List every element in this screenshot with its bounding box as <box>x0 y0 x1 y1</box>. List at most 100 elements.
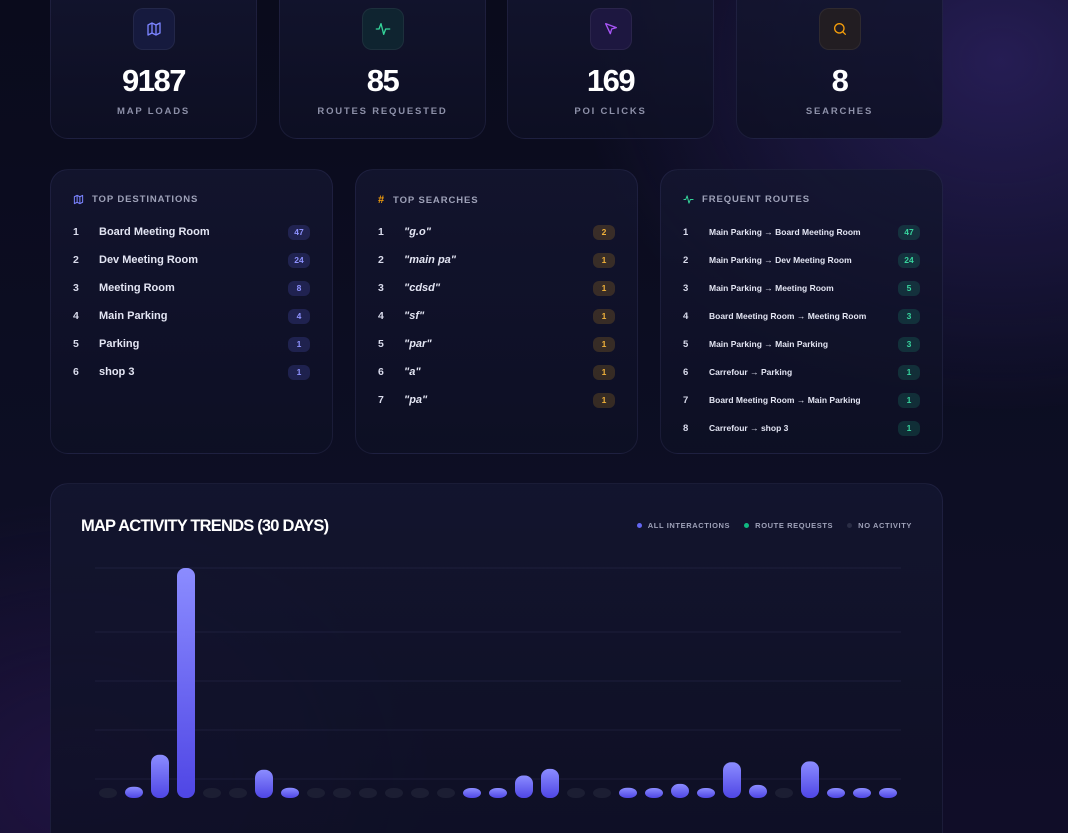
legend-item[interactable]: ALL INTERACTIONS <box>636 521 730 530</box>
search-term: "pa" <box>404 394 428 406</box>
legend-item[interactable]: ROUTE REQUESTS <box>744 521 833 530</box>
list-item[interactable]: 7 "pa" 1 <box>378 386 615 414</box>
stat-card-poi-clicks: 169 POI CLICKS <box>507 0 714 139</box>
list-item[interactable]: 7 Board Meeting Room → Main Parking 1 <box>683 386 920 414</box>
list-item[interactable]: 5 Parking 1 <box>73 330 310 358</box>
stat-label: SEARCHES <box>805 106 874 117</box>
list-item[interactable]: 2 Dev Meeting Room 24 <box>73 246 310 274</box>
list-item[interactable]: 1 Board Meeting Room 47 <box>73 218 310 246</box>
rank: 4 <box>73 310 79 322</box>
no-activity-bar[interactable] <box>437 788 455 798</box>
stat-label: MAP LOADS <box>116 106 191 117</box>
list-item[interactable]: 4 Board Meeting Room → Meeting Room 3 <box>683 302 920 330</box>
no-activity-bar[interactable] <box>229 788 247 798</box>
activity-icon <box>375 23 390 35</box>
frequent-routes-header: FREQUENT ROUTES <box>683 194 810 205</box>
list-item[interactable]: 3 "cdsd" 1 <box>378 274 615 302</box>
count-badge: 1 <box>593 336 615 352</box>
legend-item[interactable]: NO ACTIVITY <box>847 521 912 530</box>
stat-card-routes-requested: 85 ROUTES REQUESTED <box>279 0 486 139</box>
activity-bar[interactable] <box>541 768 559 798</box>
list-item[interactable]: 6 Carrefour → Parking 1 <box>683 358 920 386</box>
stat-label: POI CLICKS <box>574 106 647 117</box>
route-name: Main Parking → Meeting Room <box>709 283 834 293</box>
top-searches-list: 1 "g.o" 2 2 "main pa" 1 3 "cdsd" 1 4 "sf" 1 5 "pa… <box>378 218 615 414</box>
no-activity-bar[interactable] <box>333 788 351 798</box>
count-badge: 1 <box>288 364 310 380</box>
activity-bar[interactable] <box>255 769 273 798</box>
activity-bar[interactable] <box>697 788 715 798</box>
no-activity-bar[interactable] <box>385 788 403 798</box>
activity-bar[interactable] <box>645 788 663 798</box>
list-item[interactable]: 5 Main Parking → Main Parking 3 <box>683 330 920 358</box>
list-item[interactable]: 6 "a" 1 <box>378 358 615 386</box>
legend-dot <box>847 523 853 528</box>
activity-bar[interactable] <box>671 783 689 798</box>
destination-name: shop 3 <box>99 366 135 378</box>
no-activity-bar[interactable] <box>775 788 793 798</box>
count-badge: 1 <box>593 364 615 380</box>
activity-bar[interactable] <box>177 568 195 798</box>
rank: 3 <box>73 282 79 294</box>
count-badge: 5 <box>898 280 920 296</box>
list-item[interactable]: 3 Meeting Room 8 <box>73 274 310 302</box>
list-item[interactable]: 4 Main Parking 4 <box>73 302 310 330</box>
activity-bar[interactable] <box>723 762 741 798</box>
search-icon-box <box>818 8 861 50</box>
top-searches-title: TOP SEARCHES <box>393 194 479 206</box>
count-badge: 1 <box>593 392 615 408</box>
activity-bar[interactable] <box>515 775 533 799</box>
no-activity-bar[interactable] <box>593 788 611 798</box>
activity-bar[interactable] <box>853 788 871 798</box>
list-item[interactable]: 6 shop 3 1 <box>73 358 310 386</box>
list-item[interactable]: 1 Main Parking → Board Meeting Room 47 <box>683 218 920 246</box>
cursor-icon-box <box>589 8 632 50</box>
no-activity-bar[interactable] <box>307 788 325 798</box>
no-activity-bar[interactable] <box>99 788 117 798</box>
rank: 7 <box>683 394 689 406</box>
activity-bar[interactable] <box>827 788 845 798</box>
no-activity-bar[interactable] <box>203 788 221 798</box>
count-badge: 1 <box>593 252 615 268</box>
list-item[interactable]: 5 "par" 1 <box>378 330 615 358</box>
search-term: "a" <box>404 366 421 378</box>
activity-bar[interactable] <box>749 784 767 798</box>
list-item[interactable]: 2 "main pa" 1 <box>378 246 615 274</box>
list-item[interactable]: 8 Carrefour → shop 3 1 <box>683 414 920 442</box>
activity-bar[interactable] <box>879 788 897 798</box>
stat-value: 169 <box>586 63 636 98</box>
count-badge: 2 <box>593 224 615 240</box>
count-badge: 1 <box>898 420 920 436</box>
activity-bar[interactable] <box>489 788 507 798</box>
count-badge: 3 <box>898 336 920 352</box>
rank: 4 <box>378 310 384 322</box>
rank: 6 <box>73 366 79 378</box>
no-activity-bar[interactable] <box>359 788 377 798</box>
cursor-icon <box>604 23 617 35</box>
route-name: Carrefour → shop 3 <box>709 423 789 433</box>
rank: 5 <box>73 338 79 350</box>
list-item[interactable]: 3 Main Parking → Meeting Room 5 <box>683 274 920 302</box>
list-item[interactable]: 2 Main Parking → Dev Meeting Room 24 <box>683 246 920 274</box>
count-badge: 47 <box>288 224 310 240</box>
no-activity-bar[interactable] <box>567 788 585 798</box>
frequent-routes-card: FREQUENT ROUTES 1 Main Parking → Board Me… <box>660 169 943 454</box>
activity-bar[interactable] <box>619 787 637 798</box>
rank: 2 <box>73 254 79 266</box>
rank: 5 <box>683 338 689 350</box>
list-item[interactable]: 1 "g.o" 2 <box>378 218 615 246</box>
activity-icon-box <box>361 8 404 50</box>
destination-name: Board Meeting Room <box>99 226 210 238</box>
count-badge: 24 <box>288 252 310 268</box>
activity-bar[interactable] <box>281 787 299 798</box>
list-item[interactable]: 4 "sf" 1 <box>378 302 615 330</box>
rank: 1 <box>73 226 79 238</box>
no-activity-bar[interactable] <box>411 788 429 798</box>
search-term: "sf" <box>404 310 425 322</box>
activity-bar[interactable] <box>125 786 143 798</box>
activity-bar[interactable] <box>463 788 481 798</box>
activity-bar[interactable] <box>151 754 169 798</box>
frequent-routes-list: 1 Main Parking → Board Meeting Room 47 2 Ma… <box>683 218 920 442</box>
legend-dot <box>636 523 642 528</box>
activity-bar[interactable] <box>801 761 819 798</box>
